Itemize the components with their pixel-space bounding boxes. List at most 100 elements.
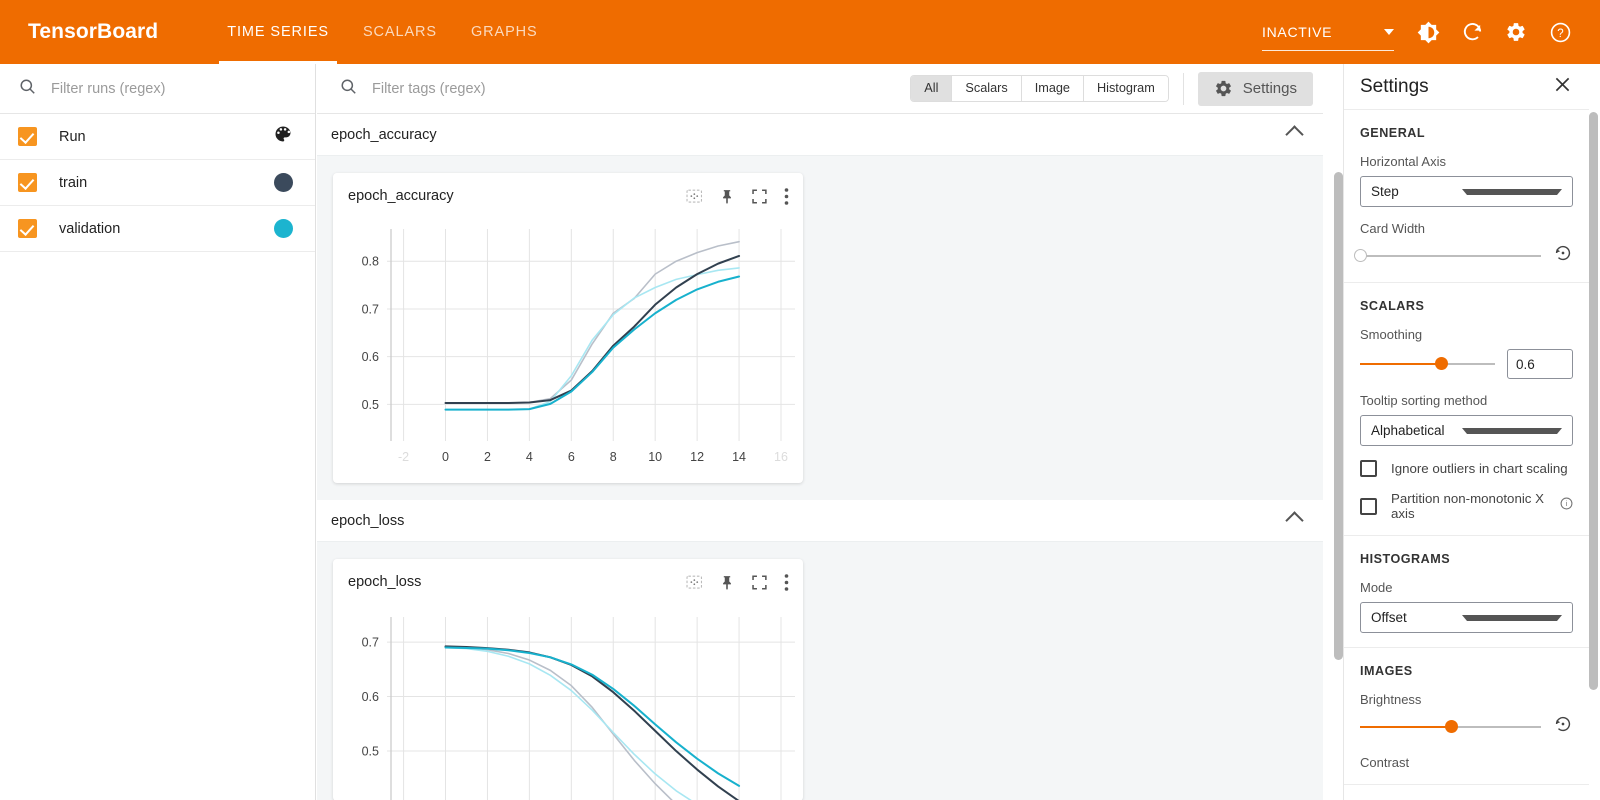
pin-icon[interactable] [719,574,735,591]
tab-time-series[interactable]: TIME SERIES [210,0,346,64]
partition-x-axis-checkbox[interactable] [1360,497,1377,515]
settings-button-label: Settings [1242,80,1297,97]
card-width-slider[interactable] [1354,248,1541,262]
filter-scalars-button[interactable]: Scalars [952,76,1022,101]
svg-text:2: 2 [484,450,491,464]
run-column-label: Run [59,128,86,145]
histogram-mode-label: Mode [1360,580,1393,595]
tooltip-sorting-select[interactable]: Alphabetical [1360,415,1573,446]
card-group-header-epoch-loss[interactable]: epoch_loss [317,500,1323,542]
cards-scroll-region[interactable]: epoch_accuracy epoch_accuracy [317,114,1323,800]
fullscreen-icon[interactable] [751,188,768,205]
run-checkbox-train[interactable] [18,173,37,192]
gear-icon[interactable] [1496,12,1536,52]
chevron-up-icon[interactable] [1285,125,1304,144]
overflow-menu-icon[interactable] [784,573,789,592]
smoothing-slider[interactable] [1360,357,1495,370]
brightness-label: Brightness [1360,692,1422,707]
section-label-images: IMAGES [1360,664,1413,678]
info-icon[interactable]: i [1560,497,1573,515]
close-icon[interactable] [1552,74,1573,100]
tab-scalars[interactable]: SCALARS [362,24,437,40]
svg-text:?: ? [1557,27,1563,39]
reset-card-width-icon[interactable] [1553,243,1573,268]
search-icon [339,77,358,101]
histogram-mode-select[interactable]: Offset [1360,602,1573,633]
card-header: epoch_loss [333,559,803,605]
reset-brightness-icon[interactable] [1553,714,1573,739]
run-filter-row[interactable]: Filter runs (regex) [0,64,315,114]
filter-all-button[interactable]: All [911,76,953,101]
scalar-card-epoch-loss: epoch_loss [333,559,803,800]
plugin-type-filter-group: All Scalars Image Histogram [910,75,1169,102]
data-table-icon[interactable] [686,188,703,205]
section-label-general: GENERAL [1360,126,1426,140]
tooltip-sorting-value: Alphabetical [1371,423,1445,438]
run-filter-input[interactable]: Filter runs (regex) [51,80,166,97]
chevron-down-icon [1461,188,1562,195]
filter-histogram-button[interactable]: Histogram [1083,76,1168,101]
reload-status-dropdown[interactable]: INACTIVE [1262,13,1394,51]
run-row-train[interactable]: train [0,160,315,206]
section-label-histograms: HISTOGRAMS [1360,552,1451,566]
run-checkbox-validation[interactable] [18,219,37,238]
horizontal-axis-select[interactable]: Step [1360,176,1573,207]
settings-button[interactable]: Settings [1197,71,1313,106]
help-icon[interactable]: ? [1540,12,1580,52]
main-scrollbar-thumb[interactable] [1334,172,1343,660]
settings-panel-header: Settings [1344,64,1589,110]
chevron-down-icon [1384,28,1394,35]
brightness-slider-row [1360,714,1573,739]
settings-panel-title: Settings [1360,75,1429,97]
tab-graphs[interactable]: GRAPHS [470,24,538,40]
partition-x-axis-label: Partition non-monotonic X axis [1391,491,1544,521]
fullscreen-icon[interactable] [751,574,768,591]
chart-plot-epoch-accuracy[interactable]: 0.5 0.6 0.7 0.8 -2 0 2 4 6 8 10 12 14 16 [333,219,803,483]
data-table-icon[interactable] [686,574,703,591]
run-label-train: train [59,174,88,191]
smoothing-value-input[interactable]: 0.6 [1507,349,1573,379]
refresh-icon[interactable] [1452,12,1492,52]
svg-text:6: 6 [568,450,575,464]
svg-text:10: 10 [648,450,662,464]
svg-text:0.6: 0.6 [362,350,379,364]
chevron-up-icon[interactable] [1285,511,1304,530]
tag-toolbar: Filter tags (regex) All Scalars Image Hi… [317,64,1323,114]
dark-mode-icon[interactable] [1408,12,1448,52]
card-group-body-epoch-loss: epoch_loss [317,542,1323,800]
svg-text:16: 16 [774,450,788,464]
chevron-down-icon [1461,614,1562,621]
horizontal-axis-value: Step [1371,184,1399,199]
ignore-outliers-checkbox[interactable] [1360,460,1377,477]
card-actions [686,187,789,206]
main-nav-tabs: TIME SERIES SCALARS GRAPHS [210,0,554,64]
ignore-outliers-label: Ignore outliers in chart scaling [1391,461,1568,476]
settings-section-histograms: HISTOGRAMS Mode Offset [1344,536,1589,648]
overflow-menu-icon[interactable] [784,187,789,206]
svg-text:8: 8 [610,450,617,464]
settings-scrollbar-thumb[interactable] [1589,112,1598,690]
partition-x-axis-row[interactable]: Partition non-monotonic X axis i [1360,491,1573,521]
card-group-header-epoch-accuracy[interactable]: epoch_accuracy [317,114,1323,156]
svg-text:4: 4 [526,450,533,464]
svg-text:0.7: 0.7 [362,636,379,650]
pin-icon[interactable] [719,188,735,205]
svg-text:-2: -2 [398,450,409,464]
card-group-title: epoch_loss [331,512,405,529]
svg-text:0.5: 0.5 [362,398,379,412]
run-row-validation[interactable]: validation [0,206,315,252]
brightness-slider[interactable] [1360,719,1541,733]
ignore-outliers-row[interactable]: Ignore outliers in chart scaling [1360,460,1573,477]
chevron-down-icon [1461,427,1562,434]
filter-image-button[interactable]: Image [1021,76,1084,101]
settings-panel: Settings GENERAL Horizontal Axis Step Ca… [1343,64,1589,800]
main-content: Filter tags (regex) All Scalars Image Hi… [317,64,1323,800]
horizontal-axis-label: Horizontal Axis [1360,154,1446,169]
svg-text:i: i [1566,499,1568,508]
tag-filter-input[interactable]: Filter tags (regex) [372,80,486,97]
palette-icon[interactable] [273,124,293,149]
svg-text:14: 14 [732,450,746,464]
select-all-runs-checkbox[interactable] [18,127,37,146]
